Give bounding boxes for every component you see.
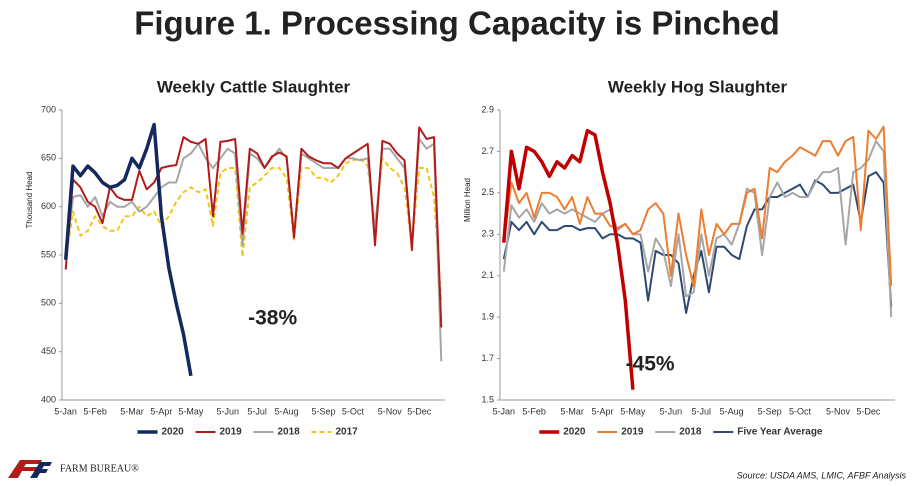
x-tick-label: 5-Jan [54,406,77,416]
x-tick-label: 5-Jun [660,406,683,416]
legend-label: 2020 [162,427,185,438]
chart-title: Weekly Hog Slaughter [608,77,788,96]
annotation: -45% [626,353,675,376]
legend-label: 2018 [278,427,301,438]
x-tick-label: 5-Sep [311,406,335,416]
x-tick-label: 5-Mar [560,406,584,416]
x-tick-label: 5-Aug [275,406,299,416]
series-line [502,140,893,318]
x-tick-label: 5-Feb [522,406,546,416]
x-tick-label: 5-May [620,406,646,416]
x-tick-label: 5-Feb [83,406,107,416]
y-tick-label: 1.9 [481,312,494,322]
x-tick-label: 5-Jan [493,406,516,416]
legend-label: 2020 [563,427,586,438]
y-tick-label: 2.3 [481,229,494,239]
y-tick-label: 400 [41,394,56,404]
x-tick-label: 5-Jul [247,406,267,416]
logo-text: FARM BUREAU® [60,463,139,474]
series-line [64,126,443,328]
x-tick-label: 5-Jun [216,406,239,416]
y-axis-label: Thousand Head [25,172,34,229]
series-line [502,125,893,288]
x-tick-label: 5-Mar [120,406,144,416]
x-tick-label: 5-Dec [856,406,881,416]
source-note: Source: USDA AMS, LMIC, AFBF Analysis [736,470,906,480]
x-tick-label: 5-Apr [592,406,614,416]
chart-title: Weekly Cattle Slaughter [157,77,351,96]
y-tick-label: 1.7 [481,353,494,363]
legend-label: 2019 [621,427,644,438]
x-tick-label: 5-Nov [378,406,403,416]
y-tick-label: 550 [41,249,56,259]
x-tick-label: 5-Aug [720,406,744,416]
figure-title: Figure 1. Processing Capacity is Pinched [134,5,780,42]
legend-label: 2018 [679,427,702,438]
x-tick-label: 5-Nov [826,406,851,416]
y-tick-label: 500 [41,298,56,308]
series-line [63,122,193,377]
x-tick-label: 5-Jul [692,406,712,416]
series-line [502,128,635,390]
x-tick-label: 5-Oct [789,406,812,416]
y-tick-label: 600 [41,201,56,211]
x-tick-label: 5-Dec [407,406,432,416]
x-tick-label: 5-May [178,406,204,416]
y-tick-label: 2.9 [481,104,494,114]
annotation: -38% [248,306,297,329]
legend-label: 2017 [336,427,359,438]
y-tick-label: 2.7 [481,146,494,156]
y-tick-label: 2.5 [481,187,494,197]
y-axis-label: Million Head [463,178,472,222]
x-tick-label: 5-Apr [150,406,172,416]
x-tick-label: 5-Oct [342,406,365,416]
legend-label: 2019 [220,427,243,438]
y-tick-label: 650 [41,153,56,163]
logo [8,460,52,478]
y-tick-label: 2.1 [481,270,494,280]
y-tick-label: 700 [41,104,56,114]
y-tick-label: 450 [41,346,56,356]
x-tick-label: 5-Sep [758,406,782,416]
legend-label: Five Year Average [737,427,823,438]
y-tick-label: 1.5 [481,394,494,404]
